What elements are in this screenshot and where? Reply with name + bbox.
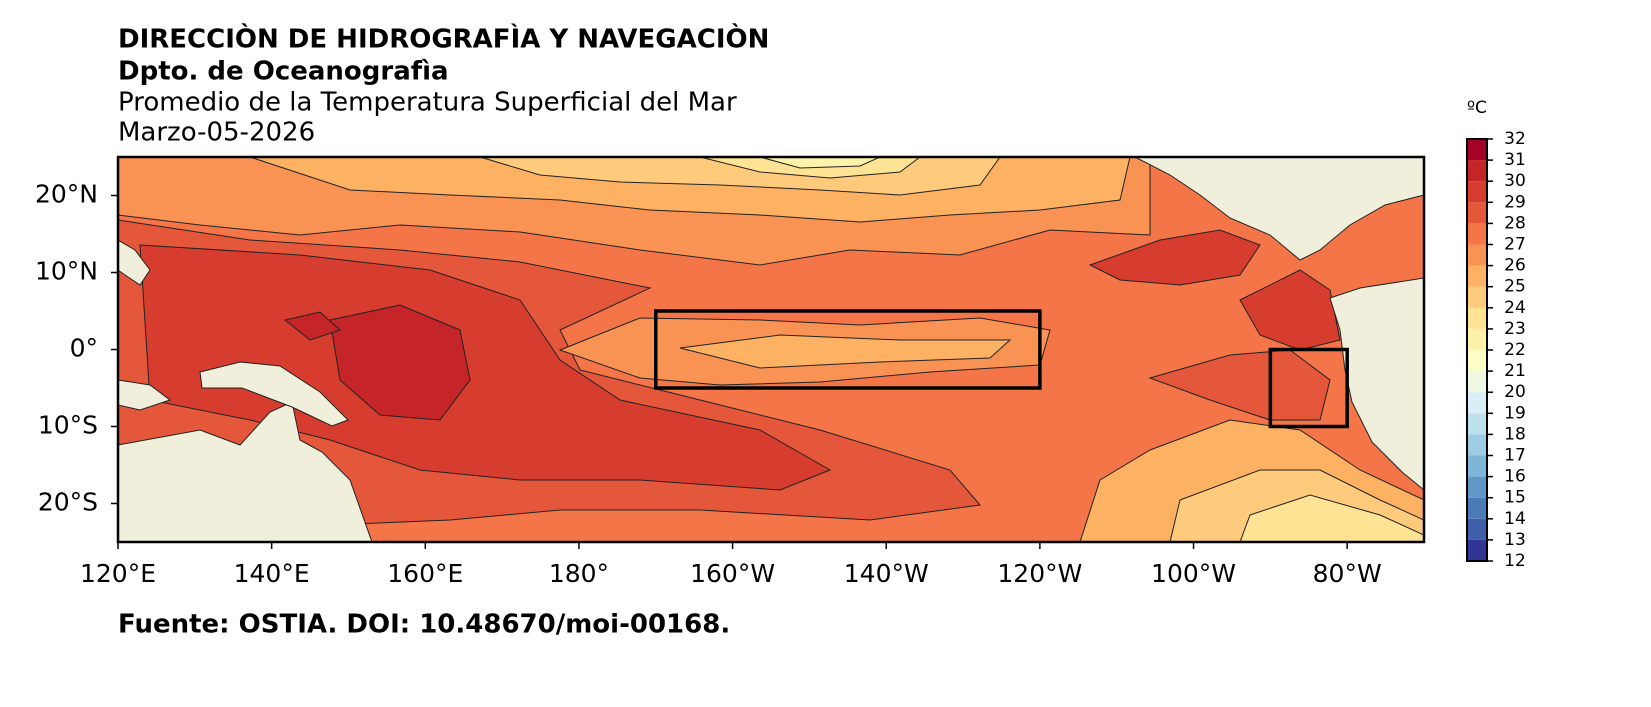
colorbar-unit: ºC — [1467, 98, 1487, 118]
colorbar-tick-label: 15 — [1504, 488, 1526, 508]
department: Dpto. de Oceanografìa — [118, 57, 449, 87]
source: Fuente: OSTIA. DOI: 10.48670/moi-00168. — [118, 610, 730, 640]
colorbar-tick-label: 20 — [1504, 382, 1526, 402]
colorbar-band — [1467, 371, 1487, 393]
x-tick-label: 160°W — [690, 559, 775, 588]
x-tick-label: 100°W — [1151, 559, 1236, 588]
x-tick-label: 120°E — [80, 559, 156, 588]
colorbar-tick-label: 14 — [1504, 509, 1526, 529]
y-tick-label: 10°S — [38, 411, 98, 440]
colorbar-tick-label: 26 — [1504, 256, 1526, 276]
x-tick-label: 140°E — [234, 559, 310, 588]
date: Marzo-05-2026 — [118, 118, 315, 148]
colorbar-band — [1467, 455, 1487, 477]
colorbar-tick-label: 18 — [1504, 424, 1526, 444]
colorbar-tick-label: 12 — [1504, 551, 1526, 571]
index-region — [1268, 347, 1349, 429]
x-tick-label: 140°W — [844, 559, 929, 588]
colorbar-tick-label: 29 — [1504, 192, 1526, 212]
x-tick-label: 180° — [549, 559, 609, 588]
colorbar-band — [1467, 539, 1487, 561]
colorbar-band — [1467, 265, 1487, 287]
colorbar-tick-label: 23 — [1504, 319, 1526, 339]
colorbar-band — [1467, 202, 1487, 224]
x-tick-label: 160°E — [387, 559, 463, 588]
colorbar-band — [1467, 307, 1487, 329]
colorbar-tick-label: 17 — [1504, 446, 1526, 466]
colorbar-band — [1467, 392, 1487, 414]
y-tick-label: 20°N — [35, 180, 98, 209]
y-tick-label: 20°S — [38, 488, 98, 517]
y-tick-label: 10°N — [35, 257, 98, 286]
colorbar-tick-label: 28 — [1504, 213, 1526, 233]
colorbar-band — [1467, 328, 1487, 350]
colorbar-band — [1467, 286, 1487, 308]
title: Promedio de la Temperatura Superficial d… — [118, 88, 737, 118]
colorbar-band — [1467, 476, 1487, 498]
colorbar-tick-label: 31 — [1504, 150, 1526, 170]
y-tick-label: 0° — [70, 334, 98, 363]
colorbar-band — [1467, 223, 1487, 245]
colorbar-tick-label: 24 — [1504, 298, 1526, 318]
colorbar-tick-label: 21 — [1504, 361, 1526, 381]
index-region — [654, 309, 1042, 390]
x-tick-label: 120°W — [997, 559, 1082, 588]
colorbar-band — [1467, 350, 1487, 372]
colorbar-tick-label: 19 — [1504, 403, 1526, 423]
colorbar-band — [1467, 139, 1487, 161]
colorbar-band — [1467, 434, 1487, 456]
colorbar-band — [1467, 518, 1487, 540]
colorbar-tick-label: 22 — [1504, 340, 1526, 360]
institution: DIRECCIÒN DE HIDROGRAFÌA Y NAVEGACIÒN — [118, 23, 769, 55]
colorbar-tick-label: 16 — [1504, 467, 1526, 487]
colorbar-band — [1467, 244, 1487, 266]
colorbar-band — [1467, 413, 1487, 435]
colorbar-tick-label: 32 — [1504, 129, 1526, 149]
x-tick-label: 80°W — [1313, 559, 1382, 588]
colorbar-tick-label: 13 — [1504, 530, 1526, 550]
sst-field — [118, 157, 1424, 542]
colorbar-tick-label: 25 — [1504, 277, 1526, 297]
colorbar-band — [1467, 181, 1487, 203]
colorbar-band — [1467, 160, 1487, 182]
colorbar-band — [1467, 497, 1487, 519]
colorbar-tick-label: 27 — [1504, 235, 1526, 255]
colorbar-tick-label: 30 — [1504, 171, 1526, 191]
